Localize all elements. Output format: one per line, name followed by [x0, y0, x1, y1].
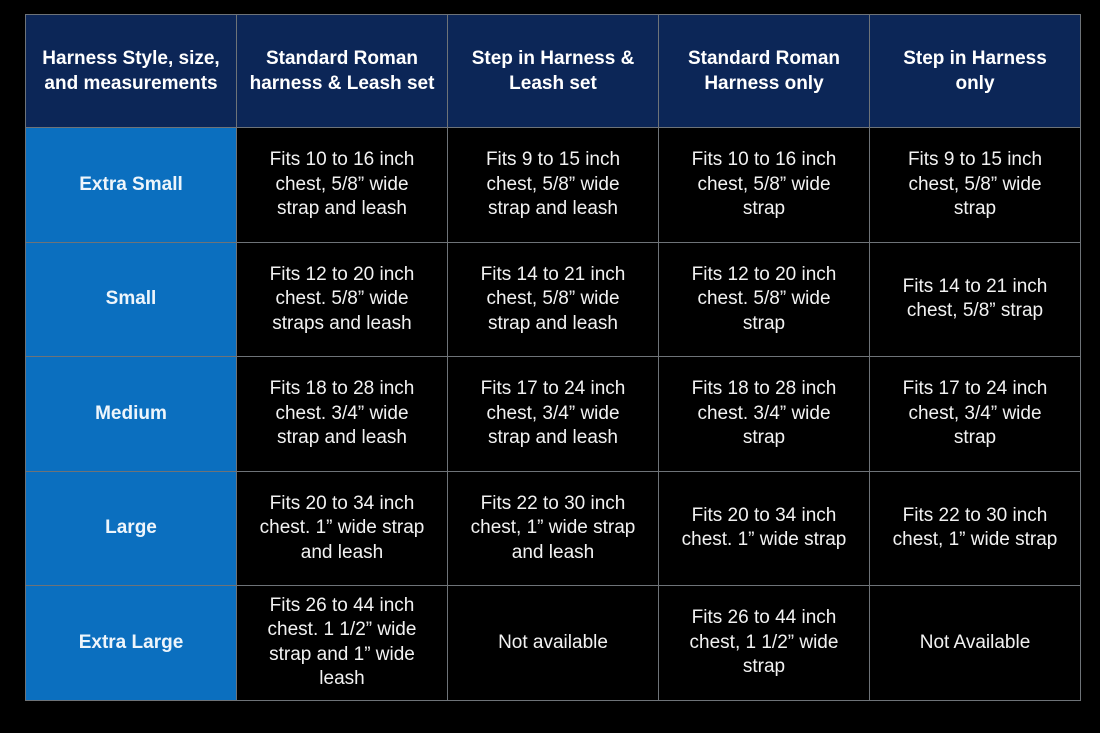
table-cell: Fits 22 to 30 inch chest, 1” wide strap: [869, 470, 1081, 586]
table-row: Medium Fits 18 to 28 inch chest. 3/4” wid…: [25, 356, 1081, 472]
table-cell: Fits 18 to 28 inch chest. 3/4” wide stra…: [658, 356, 870, 472]
table-cell: Fits 26 to 44 inch chest, 1 1/2” wide st…: [658, 585, 870, 701]
header-cell-roman-set: Standard Roman harness & Leash set: [236, 14, 448, 128]
harness-size-table: Harness Style, size, and measurements St…: [25, 14, 1081, 701]
table-cell: Fits 26 to 44 inch chest. 1 1/2” wide st…: [236, 585, 448, 701]
table-row: Large Fits 20 to 34 inch chest. 1” wide s…: [25, 470, 1081, 586]
table-row: Extra Large Fits 26 to 44 inch chest. 1 1…: [25, 585, 1081, 701]
table-cell: Fits 17 to 24 inch chest, 3/4” wide stra…: [869, 356, 1081, 472]
table-cell: Fits 9 to 15 inch chest, 5/8” wide strap…: [447, 127, 659, 243]
size-label-cell: Large: [25, 470, 237, 586]
table-cell: Fits 22 to 30 inch chest, 1” wide strap …: [447, 470, 659, 586]
table-cell: Fits 17 to 24 inch chest, 3/4” wide stra…: [447, 356, 659, 472]
table-cell: Fits 20 to 34 inch chest. 1” wide strap …: [236, 470, 448, 586]
header-cell-stepin-set: Step in Harness & Leash set: [447, 14, 659, 128]
table-cell: Not Available: [869, 585, 1081, 701]
table-cell: Fits 18 to 28 inch chest. 3/4” wide stra…: [236, 356, 448, 472]
header-cell-style-size: Harness Style, size, and measurements: [25, 14, 237, 128]
table-cell: Fits 12 to 20 inch chest. 5/8” wide stra…: [658, 241, 870, 357]
table-cell: Not available: [447, 585, 659, 701]
table-cell: Fits 10 to 16 inch chest, 5/8” wide stra…: [236, 127, 448, 243]
table-cell: Fits 9 to 15 inch chest, 5/8” wide strap: [869, 127, 1081, 243]
table-cell: Fits 14 to 21 inch chest, 5/8” strap: [869, 241, 1081, 357]
size-label-cell: Extra Large: [25, 585, 237, 701]
table-cell: Fits 10 to 16 inch chest, 5/8” wide stra…: [658, 127, 870, 243]
header-cell-roman-only: Standard Roman Harness only: [658, 14, 870, 128]
size-label-cell: Extra Small: [25, 127, 237, 243]
header-cell-stepin-only: Step in Harness only: [869, 14, 1081, 128]
table-cell: Fits 12 to 20 inch chest. 5/8” wide stra…: [236, 241, 448, 357]
table-row: Small Fits 12 to 20 inch chest. 5/8” wide…: [25, 241, 1081, 357]
size-label-cell: Small: [25, 241, 237, 357]
table-cell: Fits 20 to 34 inch chest. 1” wide strap: [658, 470, 870, 586]
size-label-cell: Medium: [25, 356, 237, 472]
header-row: Harness Style, size, and measurements St…: [25, 14, 1081, 128]
table-row: Extra Small Fits 10 to 16 inch chest, 5/8…: [25, 127, 1081, 243]
table-cell: Fits 14 to 21 inch chest, 5/8” wide stra…: [447, 241, 659, 357]
